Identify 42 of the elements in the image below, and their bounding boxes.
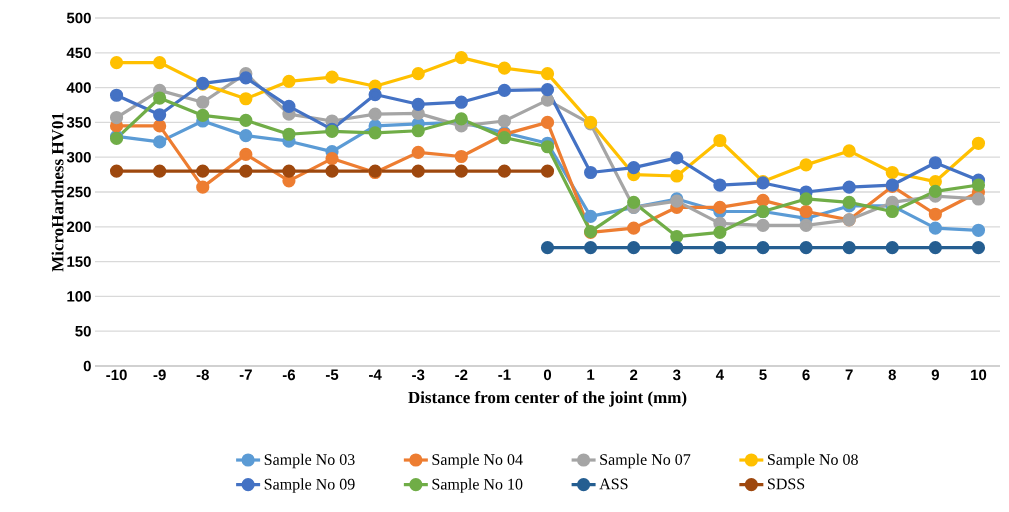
- x-tick-label: -1: [498, 369, 511, 380]
- y-tick-label: 300: [66, 151, 91, 163]
- x-tick-label: -10: [106, 369, 127, 381]
- y-tick-label: 250: [66, 186, 91, 198]
- y-tick-label: 0: [83, 360, 91, 372]
- x-tick-label: 6: [802, 369, 810, 381]
- y-tick-label: 450: [66, 47, 91, 59]
- x-tick-label: 10: [971, 369, 987, 381]
- x-tick-label: -3: [412, 369, 425, 381]
- legend-label: Sample No 09: [264, 478, 355, 493]
- y-tick-label: 350: [66, 117, 91, 128]
- x-tick-label: 0: [543, 369, 552, 381]
- x-tick-label: 9: [931, 369, 939, 381]
- y-tick-label: 200: [66, 221, 91, 233]
- x-tick-label: 7: [845, 369, 853, 380]
- legend-label: Sample No 04: [432, 453, 523, 469]
- y-axis-title: MicroHardness HV01: [51, 113, 64, 272]
- legend-label: Sample No 03: [264, 453, 355, 469]
- legend-label: Sample No 07: [600, 453, 691, 469]
- x-tick-label: -8: [196, 369, 209, 381]
- legend-label: Sample No 08: [768, 453, 858, 469]
- y-tick-label: 100: [67, 291, 91, 302]
- x-tick-label: -9: [153, 369, 166, 381]
- x-tick-label: -7: [239, 369, 252, 380]
- y-tick-label: 500: [66, 12, 91, 24]
- x-tick-label: 4: [715, 369, 724, 380]
- x-tick-label: 1: [587, 369, 595, 380]
- x-tick-label: 2: [630, 369, 638, 381]
- x-tick-label: -4: [369, 369, 382, 380]
- x-tick-label: 5: [759, 369, 767, 380]
- x-tick-label: -6: [282, 369, 296, 381]
- x-tick-label: 8: [888, 369, 896, 381]
- x-tick-label: -2: [455, 369, 468, 381]
- x-tick-label: -5: [325, 369, 339, 380]
- legend-label: ASS: [599, 478, 628, 490]
- y-tick-label: 50: [75, 325, 91, 337]
- x-tick-label: 3: [672, 369, 681, 381]
- y-tick-label: 150: [67, 256, 91, 267]
- x-axis-title: Distance from center of the joint (mm): [408, 391, 687, 407]
- y-tick-label: 400: [66, 82, 91, 93]
- legend-label: SDSS: [768, 478, 805, 490]
- legend-label: Sample No 10: [432, 478, 523, 493]
